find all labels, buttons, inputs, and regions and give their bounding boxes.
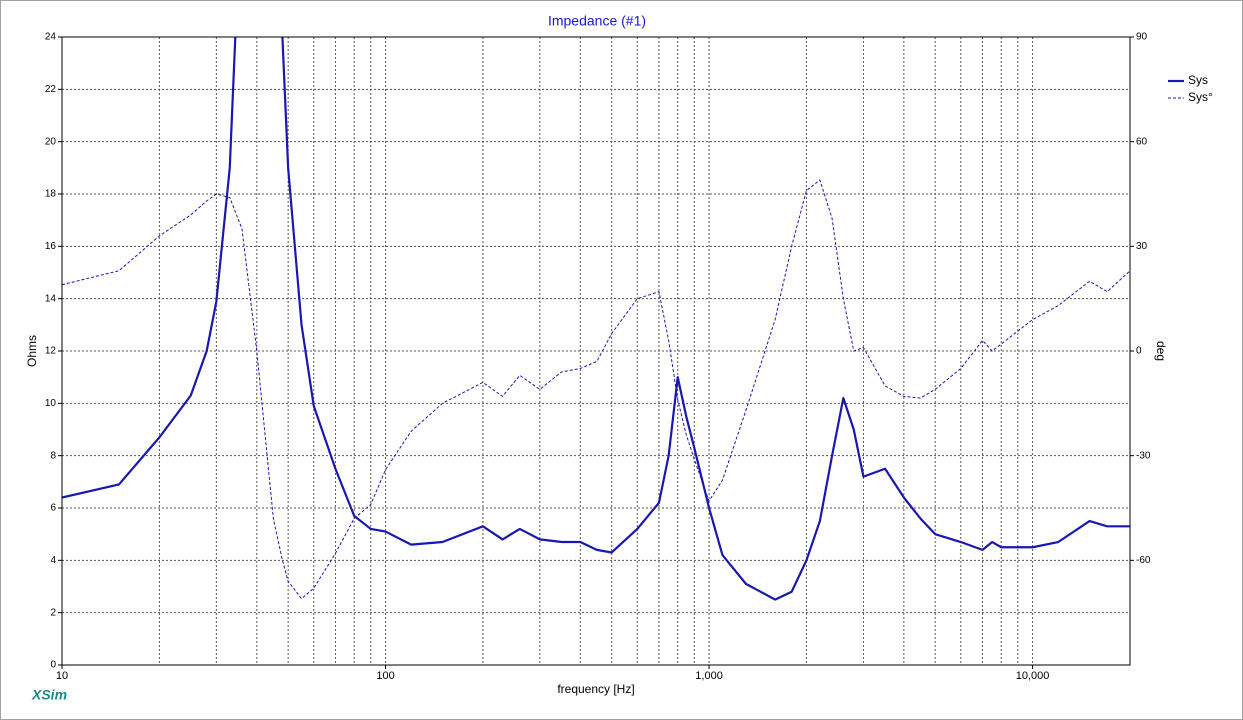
x-axis-label: frequency [Hz] (557, 682, 634, 696)
chart-title: Impedance (#1) (548, 13, 646, 29)
y-tick-label: 18 (45, 189, 57, 200)
y-axis-label: Ohms (25, 335, 39, 367)
x-tick-label: 1,000 (695, 670, 723, 682)
series-line (62, 179, 1130, 600)
y2-tick-label: 30 (1136, 241, 1148, 252)
y2-tick-label: 90 (1136, 32, 1148, 43)
x-tick-label: 10 (56, 670, 68, 682)
y2-tick-label: 0 (1136, 346, 1142, 357)
legend-label: Sys° (1188, 90, 1213, 104)
y-tick-label: 8 (50, 450, 56, 461)
y-tick-label: 0 (50, 660, 56, 671)
y-tick-label: 10 (45, 398, 57, 409)
y2-axis-label: deg (1154, 341, 1168, 361)
plot-border (61, 36, 1131, 666)
y2-tick-label: -60 (1136, 555, 1151, 566)
legend: Sys Sys° (1168, 73, 1213, 104)
y-tick-label: 2 (50, 607, 56, 618)
y2-tick-label: 60 (1136, 136, 1148, 147)
y-tick-label: 22 (45, 84, 57, 95)
series-line (62, 37, 1130, 601)
y-tick-label: 14 (45, 293, 57, 304)
y-tick-label: 24 (45, 32, 57, 43)
y-tick-label: 16 (45, 241, 57, 252)
lines (62, 37, 1130, 601)
y2-tick-label: -30 (1136, 450, 1151, 461)
x-tick-label: 100 (376, 670, 394, 682)
y-tick-label: 4 (50, 555, 56, 566)
y-tick-label: 12 (45, 346, 57, 357)
x-tick-label: 10,000 (1016, 670, 1050, 682)
grid (58, 36, 1134, 669)
y-tick-label: 20 (45, 136, 57, 147)
y-tick-label: 6 (50, 503, 56, 514)
legend-label: Sys (1188, 73, 1208, 87)
logo: XSim (31, 687, 67, 703)
